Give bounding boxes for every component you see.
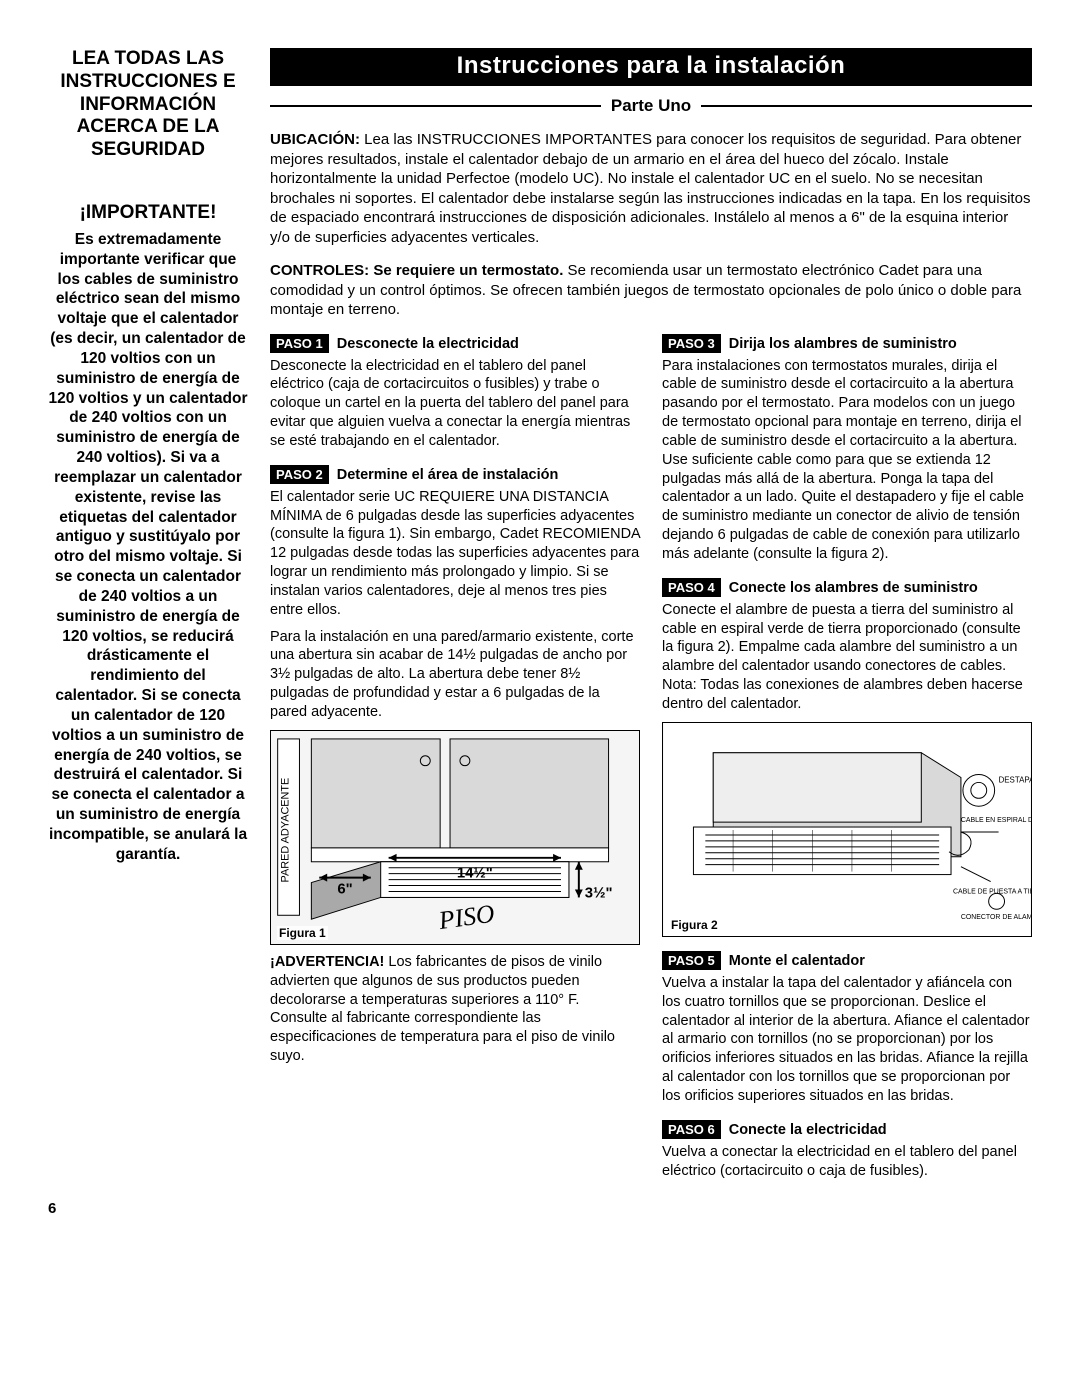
- page-root: LEA TODAS LAS INSTRUCCIONES E INFORMACIÓ…: [48, 48, 1032, 1188]
- part-divider: Parte Uno: [270, 96, 1032, 116]
- intro-controles: CONTROLES: Se requiere un termostato. Se…: [270, 261, 1032, 320]
- step-5-badge: PASO 5: [662, 951, 721, 970]
- step-3-title: Dirija los alambres de suministro: [729, 336, 957, 352]
- step-2-title: Determine el área de instalación: [337, 467, 559, 483]
- fig2-destapadero: DESTAPADERO: [999, 775, 1031, 784]
- main-content: Instrucciones para la instalación Parte …: [270, 48, 1032, 1188]
- step-1-head: PASO 1 Desconecte la electricidad: [270, 334, 640, 353]
- fig2-cable-espiral: CABLE EN ESPIRAL DE PUESTA A TIERRA: [961, 817, 1031, 824]
- step-1-body: Desconecte la electricidad en el tablero…: [270, 357, 640, 451]
- step-6-head: PASO 6 Conecte la electricidad: [662, 1120, 1032, 1139]
- importante-heading: ¡IMPORTANTE!: [48, 202, 248, 224]
- column-left: PASO 1 Desconecte la electricidad Descon…: [270, 334, 640, 1189]
- warning-label: ¡ADVERTENCIA!: [270, 954, 384, 970]
- step-6-title: Conecte la electricidad: [729, 1122, 887, 1138]
- fig2-conector: CONECTOR DE ALAMBRE: [961, 914, 1031, 921]
- step-5-head: PASO 5 Monte el calentador: [662, 951, 1032, 970]
- step-4-title: Conecte los alambres de suministro: [729, 580, 978, 596]
- vinyl-warning: ¡ADVERTENCIA! Los fabricantes de pisos d…: [270, 953, 640, 1066]
- divider-line: [270, 105, 601, 107]
- step-5-body: Vuelva a instalar la tapa del calentador…: [662, 974, 1032, 1106]
- step-2-body-1: El calentador serie UC REQUIERE UNA DIST…: [270, 488, 640, 620]
- figure-2-svg: DESTAPADERO CABLE EN ESPIRAL DE PUESTA A…: [663, 723, 1031, 936]
- controles-label: CONTROLES: Se requiere un termostato.: [270, 262, 563, 279]
- ubicacion-label: UBICACIÓN:: [270, 131, 360, 148]
- importante-body: Es extremadamente importante verificar q…: [48, 230, 248, 865]
- column-right: PASO 3 Dirija los alambres de suministro…: [662, 334, 1032, 1189]
- step-1-badge: PASO 1: [270, 334, 329, 353]
- step-2-badge: PASO 2: [270, 465, 329, 484]
- fig1-pared-label: PARED ADYACENTE: [280, 778, 292, 883]
- figure-2-label: Figura 2: [669, 918, 720, 932]
- safety-sidebar: LEA TODAS LAS INSTRUCCIONES E INFORMACIÓ…: [48, 48, 248, 1188]
- step-4-head: PASO 4 Conecte los alambres de suministr…: [662, 578, 1032, 597]
- fig1-dim-6: 6": [337, 881, 352, 897]
- step-3-head: PASO 3 Dirija los alambres de suministro: [662, 334, 1032, 353]
- warning-text: Los fabricantes de pisos de vinilo advie…: [270, 954, 615, 1064]
- step-2-body-2: Para la instalación en una pared/armario…: [270, 628, 640, 722]
- ubicacion-text: Lea las INSTRUCCIONES IMPORTANTES para c…: [270, 131, 1030, 246]
- step-6-badge: PASO 6: [662, 1120, 721, 1139]
- figure-1-svg: PARED ADYACENTE: [271, 731, 639, 944]
- page-number: 6: [48, 1200, 1032, 1217]
- step-3-badge: PASO 3: [662, 334, 721, 353]
- step-2-head: PASO 2 Determine el área de instalación: [270, 465, 640, 484]
- step-1-title: Desconecte la electricidad: [337, 336, 519, 352]
- step-3-body: Para instalaciones con termostatos mural…: [662, 357, 1032, 564]
- step-4-body: Conecte el alambre de puesta a tierra de…: [662, 601, 1032, 714]
- fig1-dim-35: 3½": [585, 885, 613, 901]
- step-4-badge: PASO 4: [662, 578, 721, 597]
- intro-ubicacion: UBICACIÓN: Lea las INSTRUCCIONES IMPORTA…: [270, 130, 1032, 247]
- figure-2: DESTAPADERO CABLE EN ESPIRAL DE PUESTA A…: [662, 722, 1032, 937]
- two-columns: PASO 1 Desconecte la electricidad Descon…: [270, 334, 1032, 1189]
- banner-title: Instrucciones para la instalación: [270, 48, 1032, 86]
- step-5-title: Monte el calentador: [729, 953, 865, 969]
- divider-line: [701, 105, 1032, 107]
- step-6-body: Vuelva a conectar la electricidad en el …: [662, 1143, 1032, 1181]
- fig1-dim-145: 14½": [457, 865, 493, 881]
- figure-1-label: Figura 1: [277, 926, 328, 940]
- sidebar-title: LEA TODAS LAS INSTRUCCIONES E INFORMACIÓ…: [48, 48, 248, 162]
- part-label: Parte Uno: [611, 96, 691, 116]
- figure-1: PARED ADYACENTE: [270, 730, 640, 945]
